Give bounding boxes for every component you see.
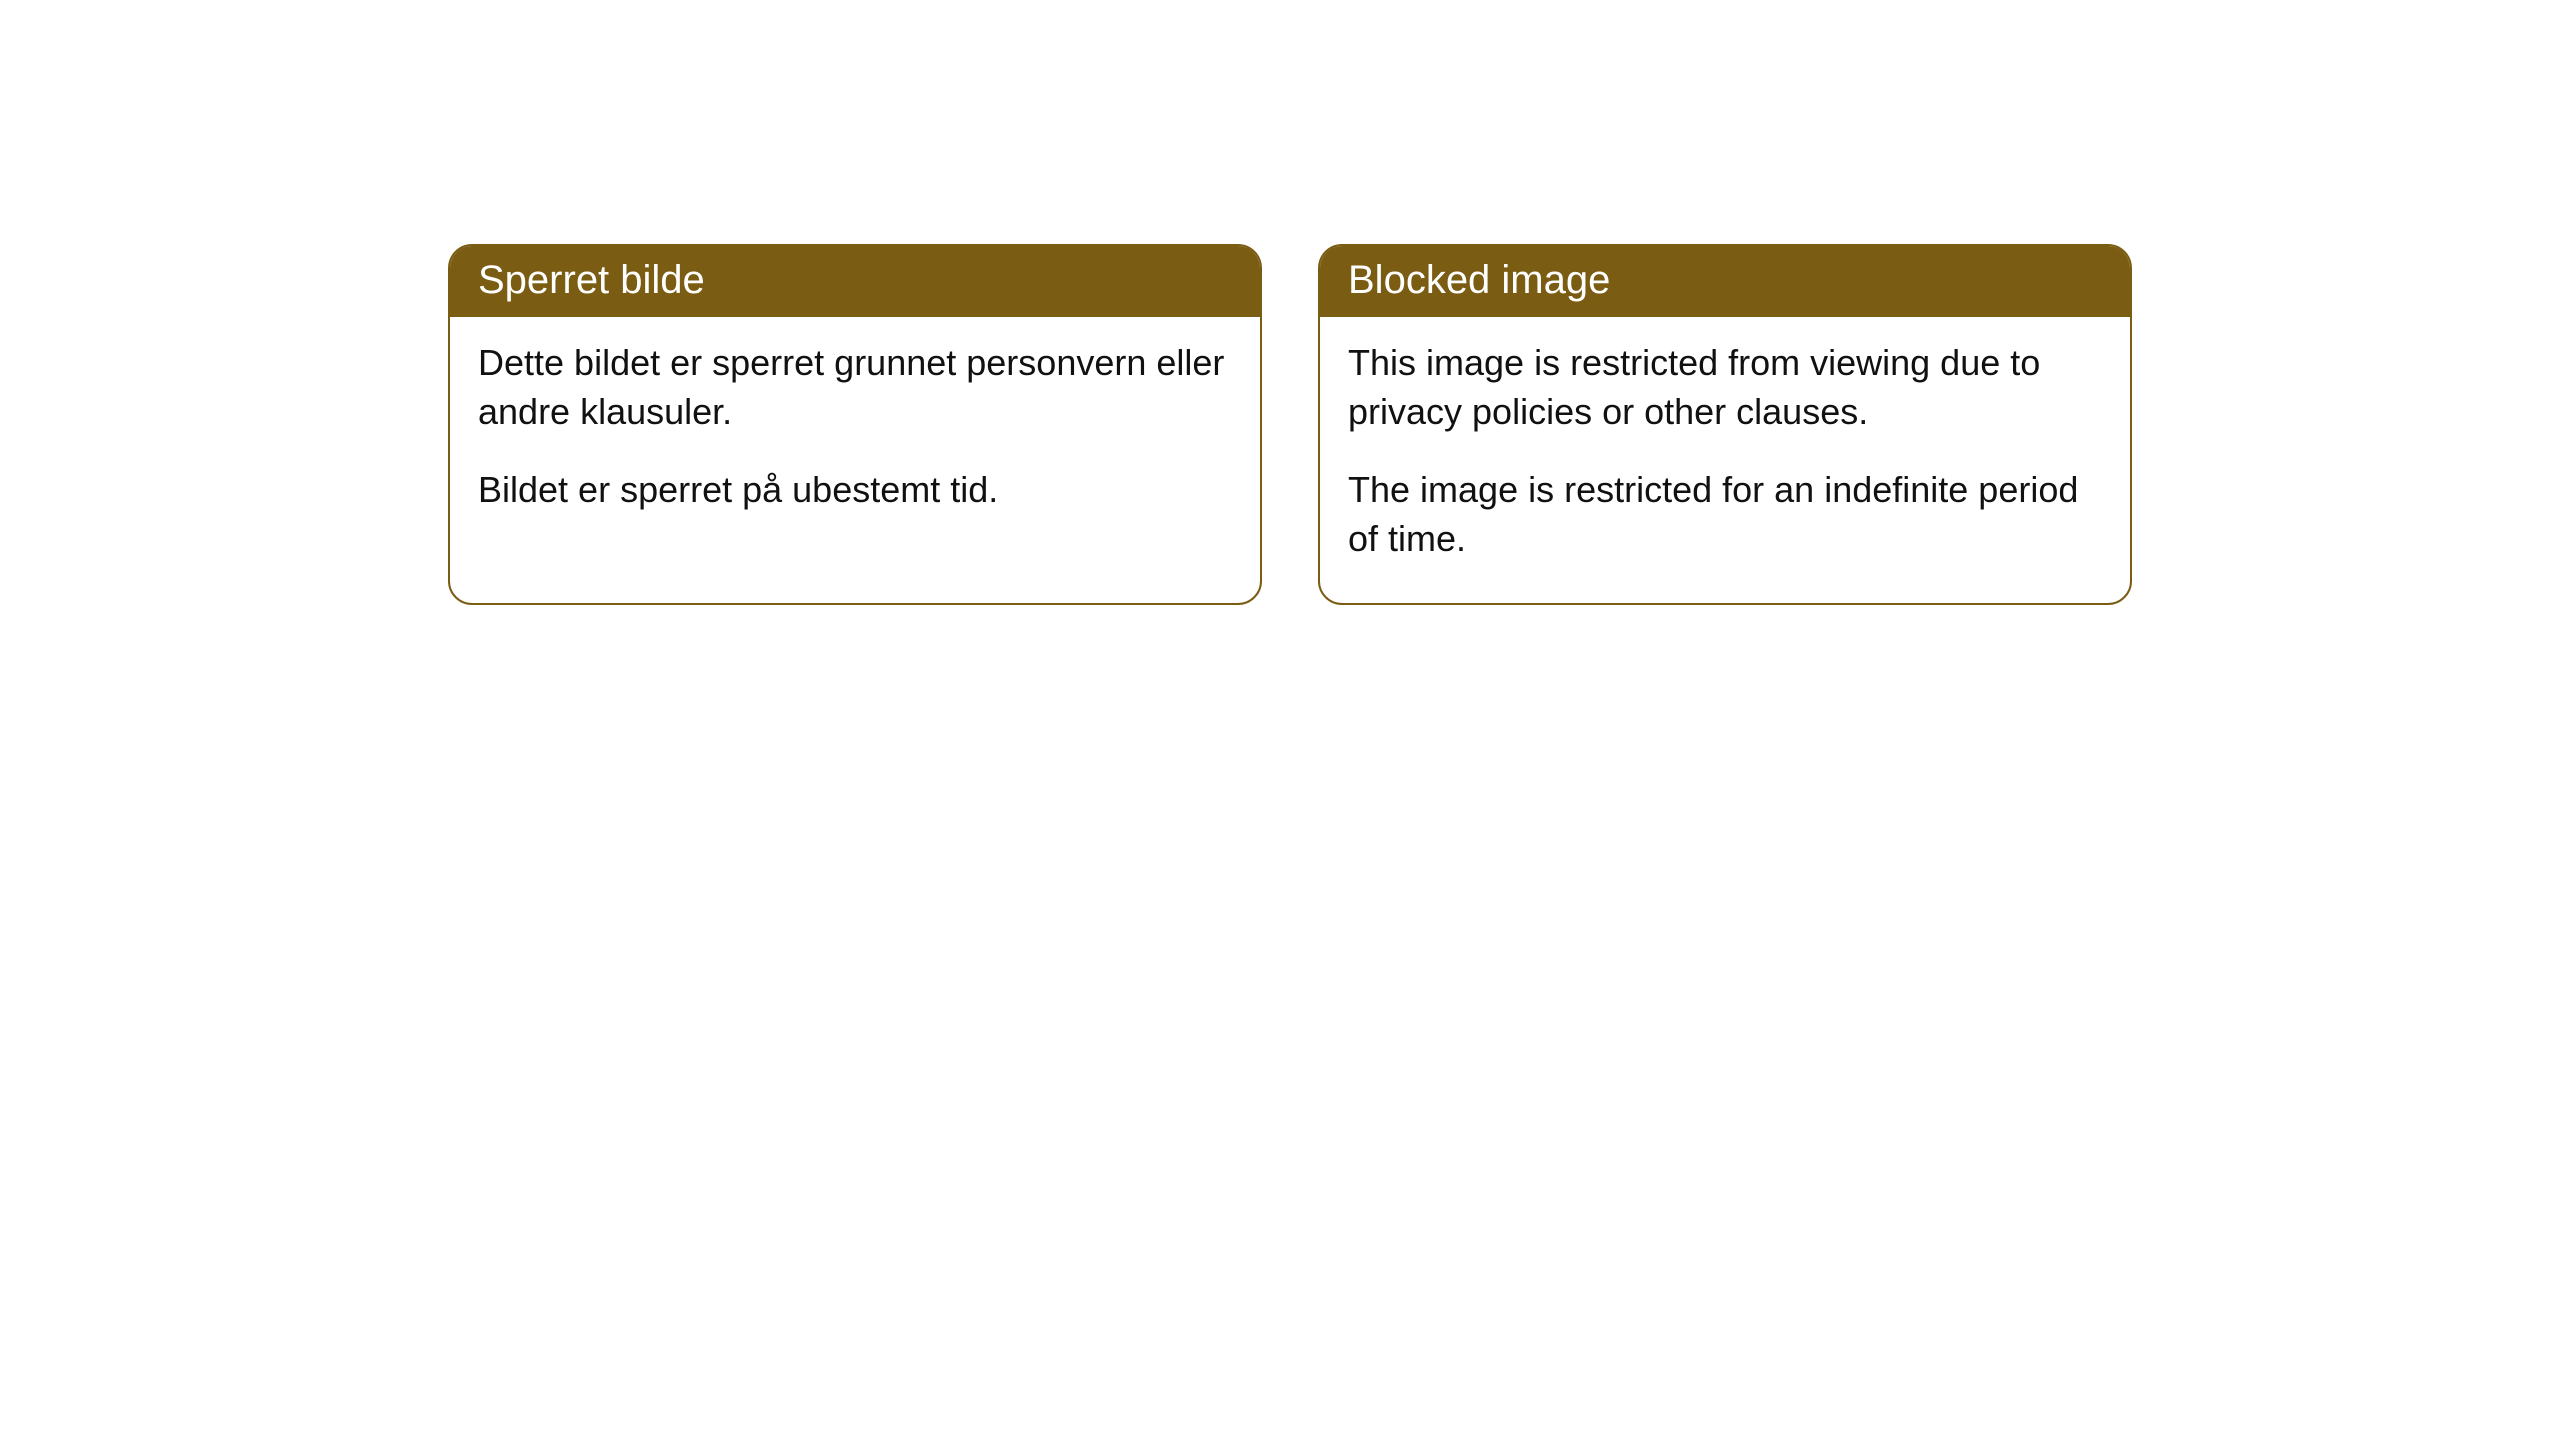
notice-cards-container: Sperret bilde Dette bildet er sperret gr… [0, 0, 2560, 605]
card-paragraph: Dette bildet er sperret grunnet personve… [478, 339, 1232, 436]
card-paragraph: Bildet er sperret på ubestemt tid. [478, 466, 1232, 515]
notice-card-norwegian: Sperret bilde Dette bildet er sperret gr… [448, 244, 1262, 605]
card-title: Blocked image [1348, 258, 1610, 302]
card-paragraph: This image is restricted from viewing du… [1348, 339, 2102, 436]
card-title: Sperret bilde [478, 258, 705, 302]
card-body: Dette bildet er sperret grunnet personve… [450, 317, 1260, 555]
card-header: Sperret bilde [450, 246, 1260, 317]
notice-card-english: Blocked image This image is restricted f… [1318, 244, 2132, 605]
card-body: This image is restricted from viewing du… [1320, 317, 2130, 603]
card-header: Blocked image [1320, 246, 2130, 317]
card-paragraph: The image is restricted for an indefinit… [1348, 466, 2102, 563]
